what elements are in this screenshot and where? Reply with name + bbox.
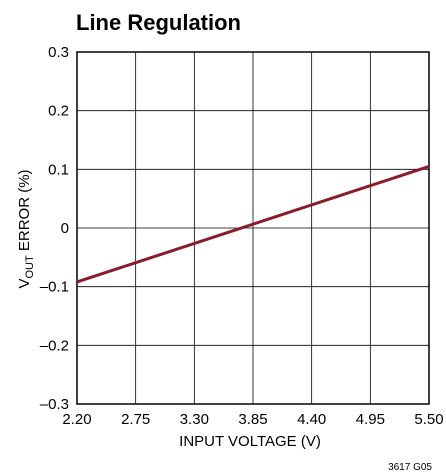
y-axis-label-subscript: OUT	[24, 255, 36, 279]
y-tick-label: –0.3	[40, 396, 69, 413]
chart-title: Line Regulation	[76, 10, 241, 35]
y-tick-label: –0.1	[40, 279, 69, 296]
y-tick-label: 0.3	[48, 44, 69, 61]
y-tick-labels: 0.3 0.2 0.1 0 –0.1 –0.2 –0.3	[40, 44, 69, 413]
series-layer	[76, 164, 430, 284]
x-tick-label: 2.75	[121, 411, 150, 428]
y-axis-label-rest: ERROR (%)	[16, 169, 33, 255]
x-tick-labels: 2.20 2.75 3.30 3.85 4.40 4.95 5.50	[62, 411, 443, 428]
x-tick-label: 2.20	[62, 411, 91, 428]
y-axis-label-main: V	[16, 279, 33, 289]
y-tick-label: 0.2	[48, 103, 69, 120]
y-tick-label: –0.2	[40, 337, 69, 354]
y-tick-label: 0.1	[48, 161, 69, 178]
x-tick-label: 4.95	[356, 411, 385, 428]
x-axis-label: INPUT VOLTAGE (V)	[179, 433, 321, 450]
figure-code: 3617 G05	[388, 462, 432, 473]
y-axis-label: VOUT ERROR (%)	[16, 169, 36, 288]
plot-frame	[76, 51, 430, 405]
y-tick-label: 0	[61, 220, 69, 237]
x-tick-label: 4.40	[297, 411, 326, 428]
series-line	[76, 164, 430, 284]
grid	[76, 51, 430, 405]
x-tick-label: 5.50	[414, 411, 443, 428]
x-tick-label: 3.30	[180, 411, 209, 428]
x-tick-label: 3.85	[238, 411, 267, 428]
